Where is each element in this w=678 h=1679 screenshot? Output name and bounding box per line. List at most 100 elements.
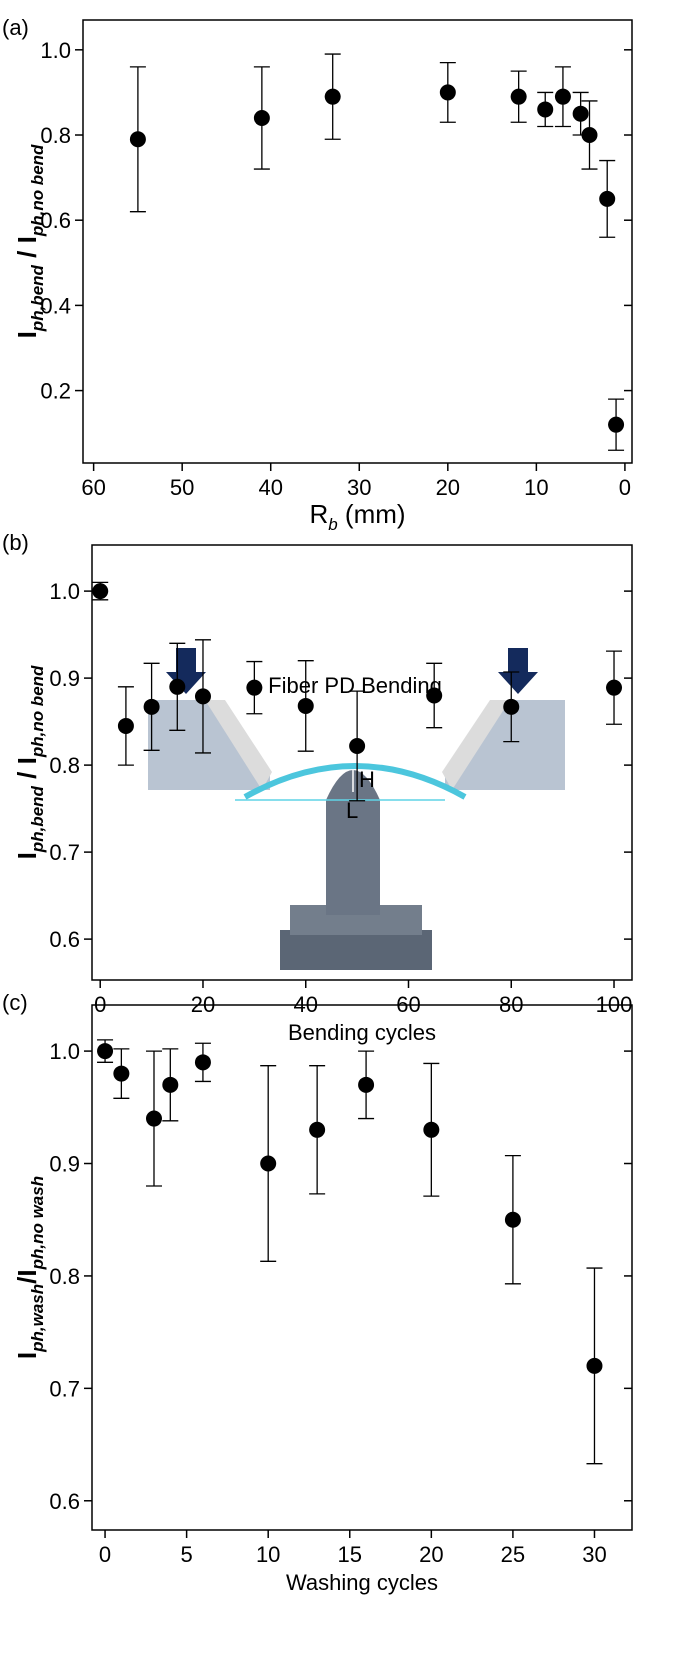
y-tick-label: 1.0 [40, 38, 71, 63]
data-point [349, 737, 366, 754]
y-tick-label: 1.0 [49, 579, 80, 604]
inset-l: L [346, 798, 358, 823]
y-tick-label: 0.9 [49, 1152, 80, 1177]
y-tick-label: 0.6 [49, 1489, 80, 1514]
clamp-left-face [205, 700, 272, 790]
x-tick-label: 20 [419, 1542, 443, 1567]
label-text: I [12, 331, 42, 338]
data-point [510, 88, 527, 105]
data-point [194, 688, 211, 705]
data-point [194, 1054, 211, 1071]
y-tick-label: 0.4 [40, 293, 71, 318]
data-point [537, 101, 554, 118]
data-point [169, 678, 186, 695]
y-tick-label: 0.6 [40, 208, 71, 233]
data-point [309, 1121, 326, 1138]
x-tick-label: 10 [524, 475, 548, 500]
label-subscript: ph,bend [28, 785, 47, 853]
label-text: / I [12, 236, 42, 265]
y-tick-label: 0.7 [49, 1376, 80, 1401]
dome [326, 770, 380, 915]
x-tick-label: 60 [81, 475, 105, 500]
data-point [581, 127, 598, 144]
label-text: /I [12, 1269, 42, 1283]
arrow-right [498, 648, 538, 694]
data-point [503, 698, 520, 715]
x-tick-label: 30 [347, 475, 371, 500]
panel-label: (b) [2, 530, 29, 555]
plot-frame [82, 19, 633, 464]
data-point [586, 1357, 603, 1374]
y-tick-label: 0.7 [49, 840, 80, 865]
x-tick-label: 50 [170, 475, 194, 500]
y-axis-label: Iph,bend / Iph,no bend [12, 665, 47, 859]
data-point [504, 1211, 521, 1228]
y-tick-label: 0.8 [49, 1264, 80, 1289]
data-point [143, 698, 160, 715]
data-point [92, 583, 109, 600]
x-axis-label: Bending cycles [288, 1020, 436, 1045]
data-point [324, 88, 341, 105]
plot-frame [91, 1004, 633, 1531]
data-point [608, 416, 625, 433]
data-point [599, 190, 616, 207]
x-axis-label: Rb (mm) [309, 499, 405, 534]
label-text: I [12, 1352, 42, 1359]
data-point [606, 679, 623, 696]
x-tick-label: 5 [180, 1542, 192, 1567]
x-tick-label: 15 [338, 1542, 362, 1567]
label-subscript: ph,bend [28, 264, 47, 332]
label-subscript: ph,no wash [28, 1176, 47, 1271]
panel-label: (a) [2, 15, 29, 40]
data-point [162, 1076, 179, 1093]
y-tick-label: 0.8 [49, 753, 80, 778]
label-text: I [12, 852, 42, 859]
panel-label: (c) [2, 990, 28, 1015]
x-tick-label: 0 [99, 1542, 111, 1567]
x-axis-label: Washing cycles [286, 1570, 438, 1595]
label-text: / I [12, 757, 42, 786]
fiber [243, 763, 467, 800]
clamp-right [445, 700, 565, 790]
x-tick-label: 20 [436, 475, 460, 500]
x-tick-label: 30 [582, 1542, 606, 1567]
x-tick-label: 40 [258, 475, 282, 500]
data-point [358, 1076, 375, 1093]
x-tick-label: 0 [619, 475, 631, 500]
clamp-left [148, 700, 270, 790]
data-point [253, 109, 270, 126]
data-point [246, 679, 263, 696]
data-point [260, 1155, 277, 1172]
label-text: R [309, 499, 328, 529]
label-text: (mm) [338, 499, 406, 529]
data-point [439, 84, 456, 101]
data-point [113, 1065, 130, 1082]
data-point [97, 1043, 114, 1060]
data-point [426, 687, 443, 704]
inset-h: H [359, 767, 375, 792]
y-tick-label: 0.6 [49, 927, 80, 952]
data-point [117, 717, 134, 734]
y-tick-label: 1.0 [49, 1039, 80, 1064]
x-tick-label: 25 [501, 1542, 525, 1567]
data-point [129, 131, 146, 148]
data-point [297, 697, 314, 714]
data-point [572, 105, 589, 122]
y-tick-label: 0.8 [40, 123, 71, 148]
y-tick-label: 0.2 [40, 379, 71, 404]
data-point [554, 88, 571, 105]
bending-inset: Fiber PD Bending HL [148, 648, 565, 970]
base [280, 930, 432, 970]
y-tick-label: 0.9 [49, 666, 80, 691]
y-axis-label: Iph,bend / Iph,no bend [12, 144, 47, 338]
label-subscript: b [328, 515, 337, 534]
label-subscript: ph,no bend [28, 144, 47, 237]
inset-title: Fiber PD Bending [268, 673, 442, 698]
plot-frame [91, 544, 633, 981]
data-point [423, 1121, 440, 1138]
x-tick-label: 10 [256, 1542, 280, 1567]
label-subscript: ph,no bend [28, 665, 47, 758]
y-axis-label: Iph,wash/Iph,no wash [12, 1176, 47, 1359]
data-point [145, 1110, 162, 1127]
